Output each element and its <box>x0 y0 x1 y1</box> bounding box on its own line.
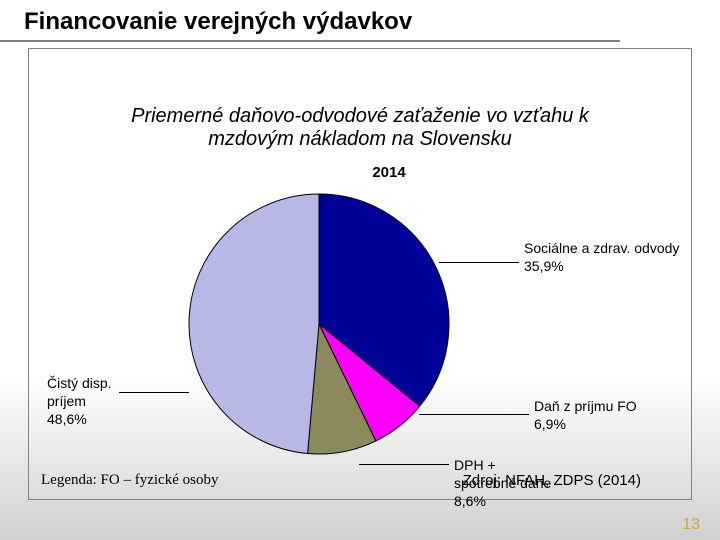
leader-line <box>419 414 529 415</box>
label-text-line2: príjem <box>47 393 86 409</box>
label-text: Sociálne a zdrav. odvody <box>524 240 679 256</box>
source-text: Zdroj: NFAH, ZDPS (2014) <box>463 472 641 489</box>
slide: Financovanie verejných výdavkov Priemern… <box>0 0 720 540</box>
pie-chart <box>179 184 459 464</box>
leader-line <box>359 464 449 465</box>
content-box: Priemerné daňovo-odvodové zaťaženie vo v… <box>28 48 692 500</box>
chart-title: 2014 <box>69 164 709 181</box>
label-value: 8,6% <box>454 493 486 509</box>
slice-label-social: Sociálne a zdrav. odvody 35,9% <box>524 239 679 275</box>
label-text: Daň z príjmu FO <box>534 398 637 414</box>
chart-area: 2014 Sociálne a zdrav. odvody 35,9% Daň … <box>69 164 709 504</box>
label-text-line1: DPH + <box>454 457 496 473</box>
slice-label-net-income: Čistý disp. príjem 48,6% <box>47 374 112 429</box>
leader-line <box>439 262 519 263</box>
slice-label-income-tax: Daň z príjmu FO 6,9% <box>534 397 637 433</box>
label-text-line1: Čistý disp. <box>47 375 112 391</box>
title-underline <box>0 40 620 42</box>
page-title: Financovanie verejných výdavkov <box>24 8 412 36</box>
pie-slice <box>189 194 319 453</box>
subtitle: Priemerné daňovo-odvodové zaťaženie vo v… <box>89 105 631 151</box>
label-value: 35,9% <box>524 258 564 274</box>
label-value: 6,9% <box>534 416 566 432</box>
label-value: 48,6% <box>47 411 87 427</box>
leader-line <box>119 392 189 393</box>
page-number: 13 <box>682 516 700 534</box>
legend-note: Legenda: FO – fyzické osoby <box>41 472 218 489</box>
